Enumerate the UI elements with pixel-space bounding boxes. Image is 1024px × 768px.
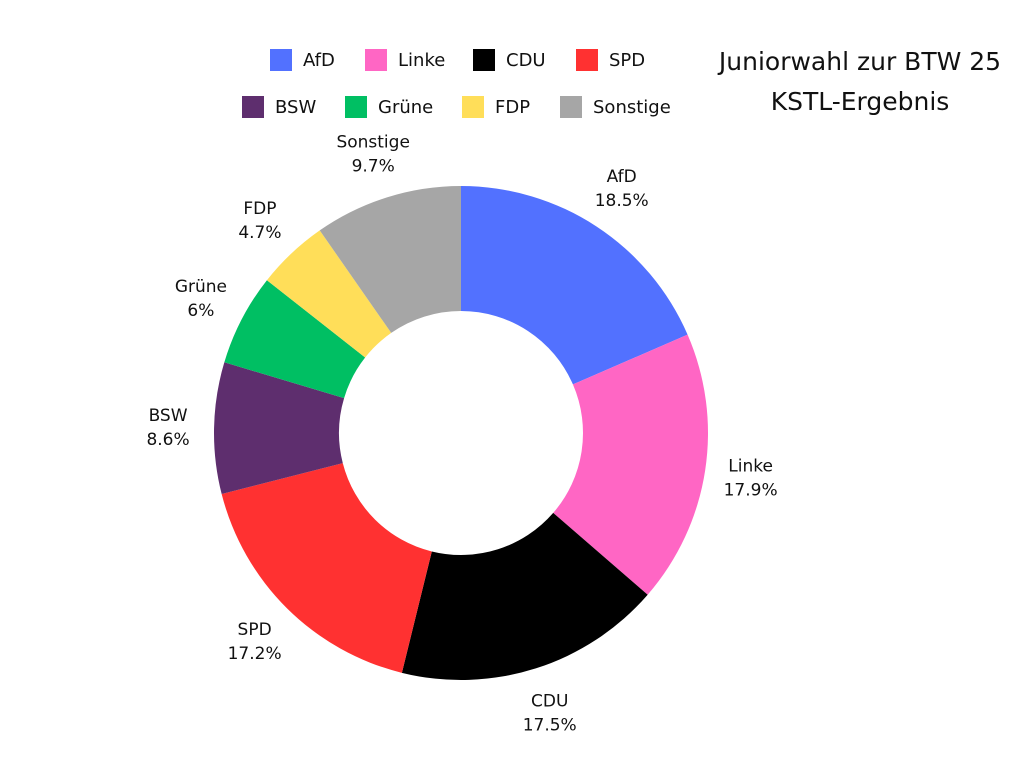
slice-label-sonstige: Sonstige	[336, 132, 409, 152]
slice-value-linke: 17.9%	[724, 480, 778, 500]
legend-label: CDU	[506, 49, 546, 71]
slice-label-afd: AfD	[607, 167, 637, 187]
slice-value-sonstige: 9.7%	[352, 156, 395, 176]
legend-item-cdu: CDU	[473, 47, 546, 73]
slice-cdu	[401, 512, 648, 680]
legend-label: Sonstige	[593, 96, 671, 118]
slice-spd	[221, 463, 432, 673]
legend-label: BSW	[275, 96, 317, 118]
slice-fdp	[266, 230, 392, 358]
legend-label: FDP	[495, 96, 531, 118]
slice-label-cdu: CDU	[531, 691, 568, 711]
slice-value-fdp: 4.7%	[238, 223, 281, 243]
legend-item-bsw: BSW	[242, 94, 316, 120]
slice-label-spd: SPD	[238, 620, 272, 640]
slice-value-afd: 18.5%	[595, 191, 649, 211]
slice-value-cdu: 17.5%	[523, 715, 577, 735]
legend-swatch	[242, 96, 264, 118]
chart-title-block: Juniorwahl zur BTW 25 KSTL-Ergebnis	[690, 42, 1024, 122]
slice-gruene	[224, 280, 366, 399]
legend-label: SPD	[609, 49, 646, 71]
legend-label: AfD	[303, 49, 335, 71]
legend-label: Linke	[398, 49, 446, 71]
chart-title: Juniorwahl zur BTW 25	[718, 47, 1002, 76]
legend-item-fdp: FDP	[462, 94, 530, 120]
legend-item-gruene: Grüne	[345, 94, 433, 120]
slice-label-bsw: BSW	[149, 406, 188, 426]
slice-label-linke: Linke	[728, 456, 773, 476]
slice-value-bsw: 8.6%	[146, 430, 189, 450]
legend-swatch	[365, 49, 387, 71]
legend-swatch	[270, 49, 292, 71]
slice-value-gruene: 6%	[187, 301, 214, 321]
legend-item-spd: SPD	[576, 47, 645, 73]
slice-sonstige	[319, 186, 461, 333]
legend-swatch	[462, 96, 484, 118]
slice-label-gruene: Grüne	[175, 277, 227, 297]
legend-swatch	[345, 96, 367, 118]
legend-swatch	[576, 49, 598, 71]
legend-item-sonstige: Sonstige	[560, 94, 671, 120]
legend-item-afd: AfD	[270, 47, 335, 73]
legend-swatch	[473, 49, 495, 71]
legend-item-linke: Linke	[365, 47, 445, 73]
legend-swatch	[560, 96, 582, 118]
slice-bsw	[214, 362, 345, 494]
legend-label: Grüne	[378, 96, 434, 118]
slice-afd	[461, 186, 688, 385]
chart-legend: AfD Linke CDU SPD BSW Grüne FDP Sonstige	[0, 0, 700, 130]
slice-label-fdp: FDP	[243, 199, 276, 219]
slice-value-spd: 17.2%	[228, 644, 282, 664]
slice-linke	[553, 334, 708, 595]
chart-subtitle: KSTL-Ergebnis	[770, 87, 950, 116]
